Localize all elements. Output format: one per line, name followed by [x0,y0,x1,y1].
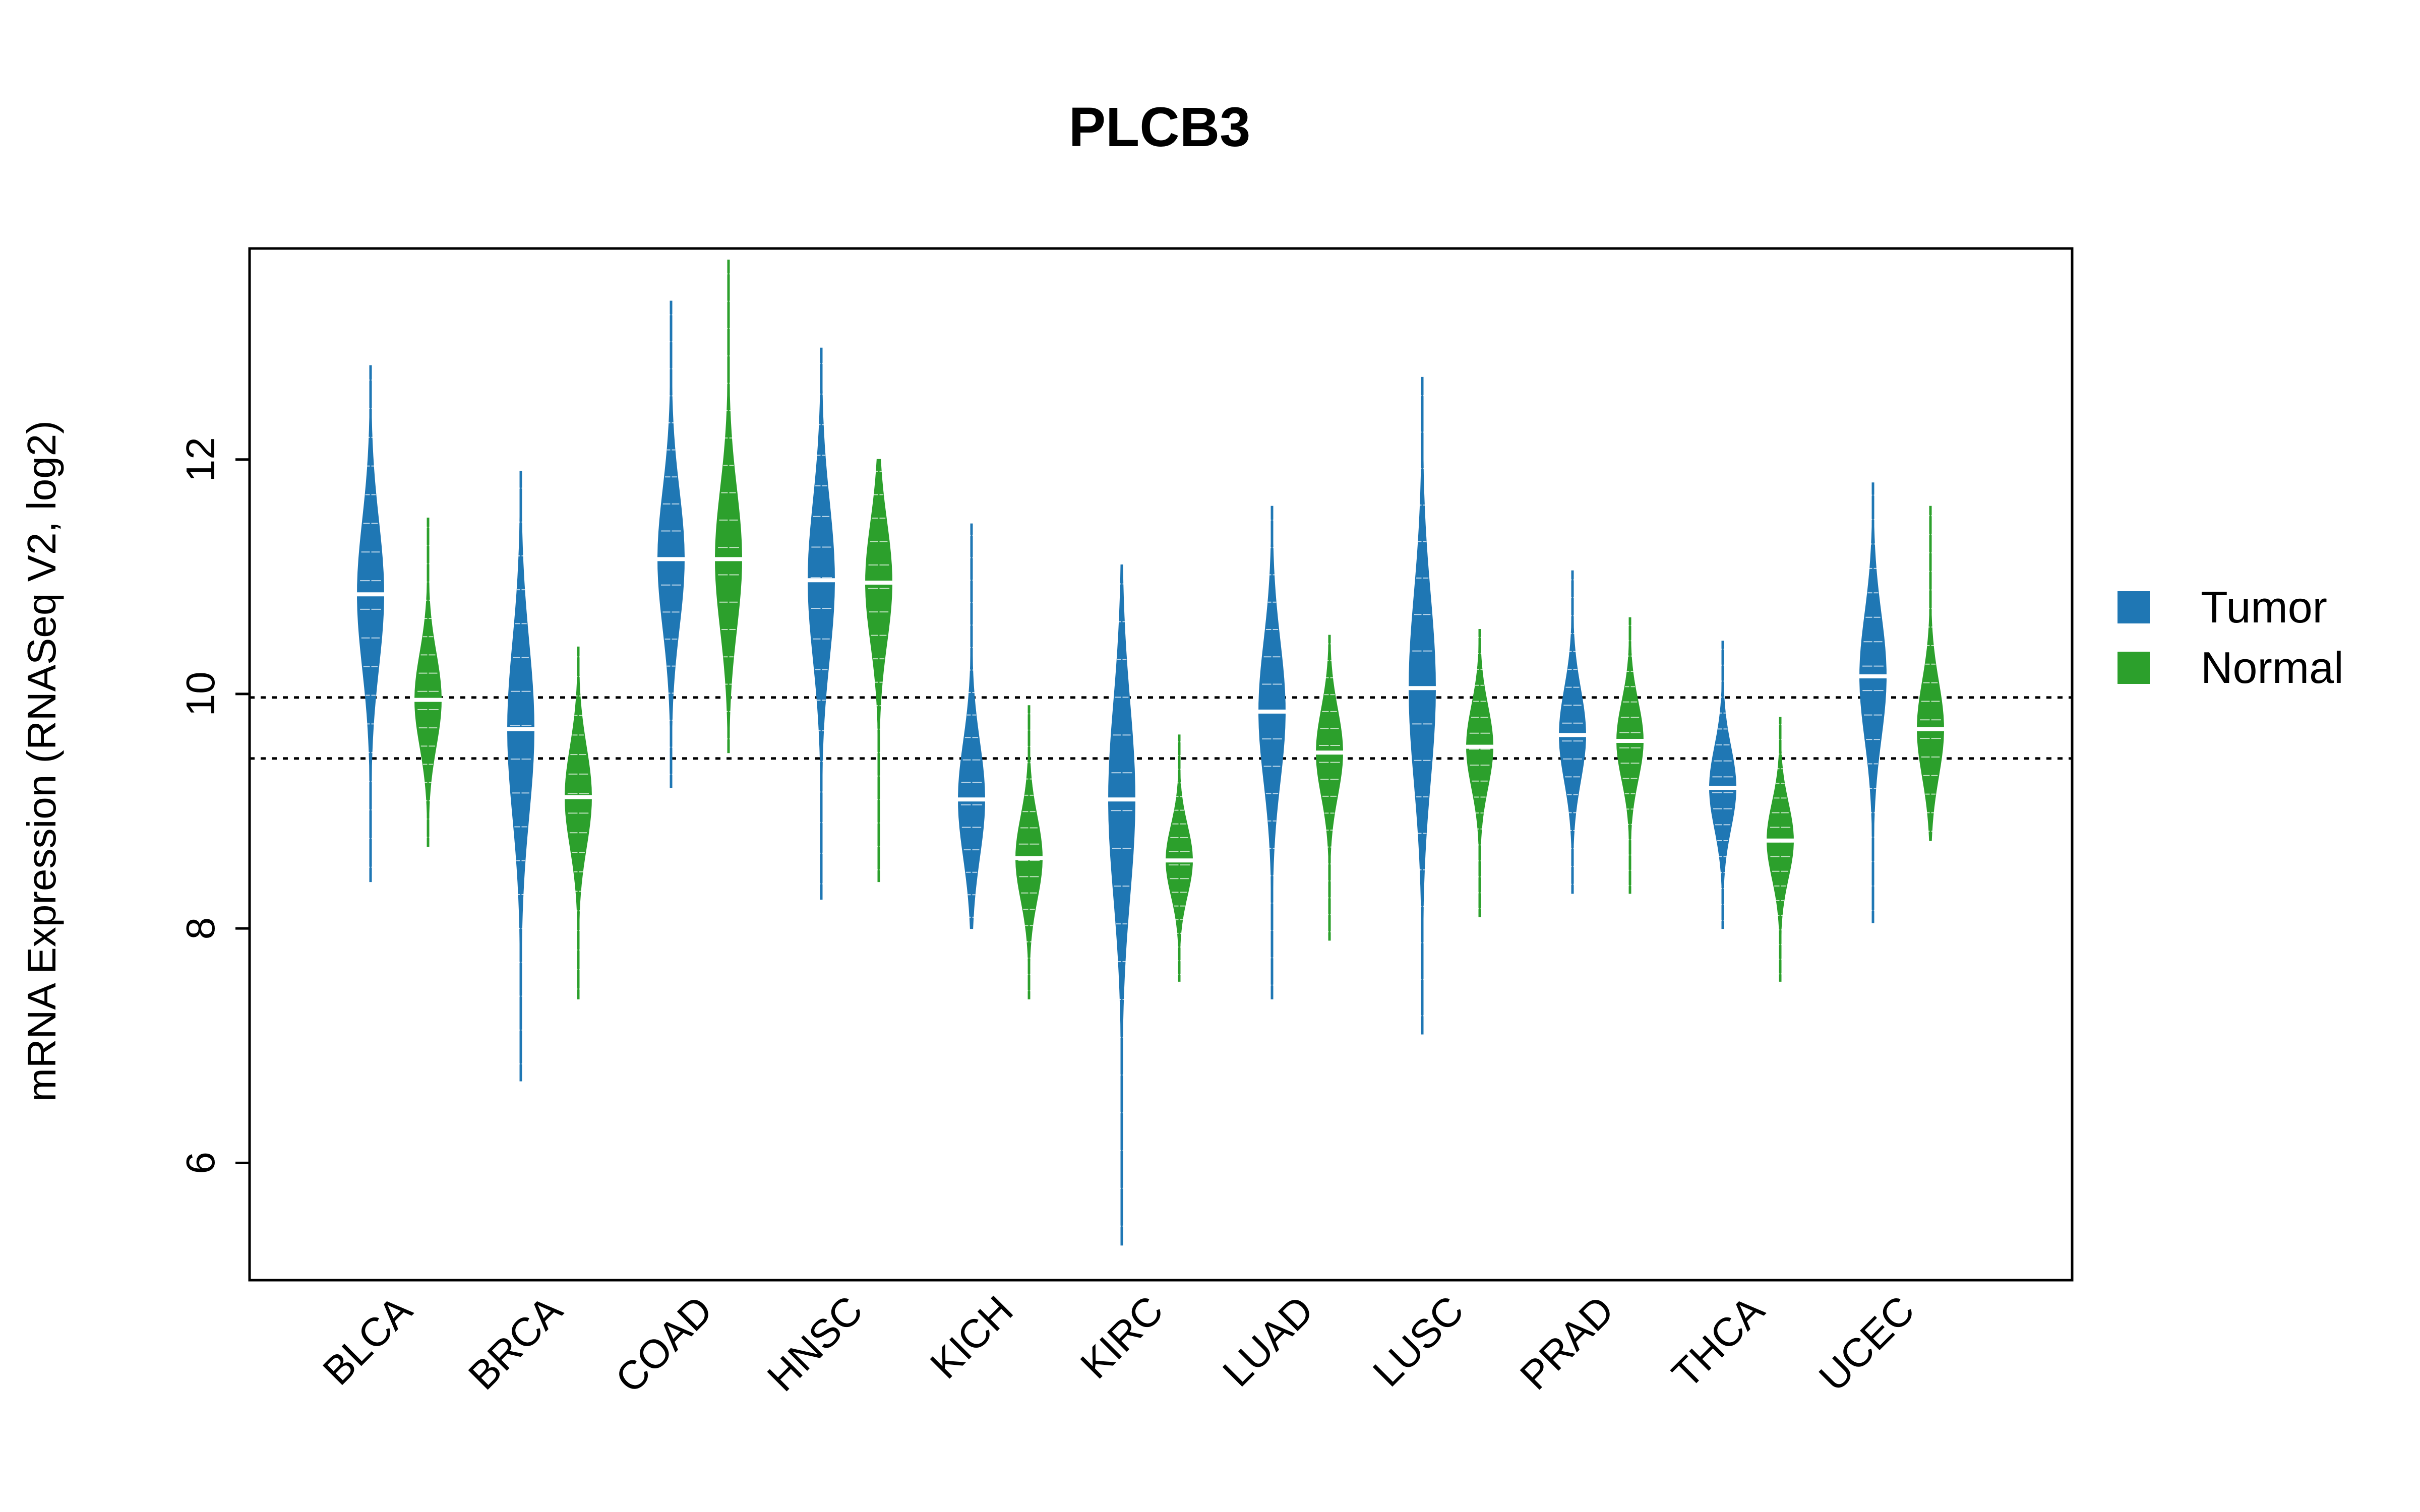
legend-swatch-normal [2118,652,2150,684]
x-tick-label-luad: LUAD [1214,1287,1322,1395]
x-tick-label-ucec: UCEC [1810,1287,1923,1400]
y-tick-label-6: 6 [178,1152,223,1174]
legend-label-normal: Normal [2201,643,2344,692]
y-tick-label-10: 10 [178,671,223,716]
y-tick-label-12: 12 [178,437,223,482]
x-tick-label-prad: PRAD [1511,1287,1622,1398]
x-tick-label-lusc: LUSC [1364,1287,1472,1395]
violin-marks [355,260,1946,1246]
x-tick-label-brca: BRCA [460,1287,571,1399]
y-axis-label: mRNA Expression (RNASeq V2, log2) [19,420,64,1102]
legend-label-tumor: Tumor [2201,582,2327,632]
x-tick-label-coad: COAD [607,1287,721,1401]
y-tick-label-8: 8 [178,917,223,940]
x-tick-label-thca: THCA [1663,1287,1773,1397]
x-tick-label-hnsc: HNSC [759,1287,871,1400]
y-axis: 6 8 10 12 [178,437,251,1174]
x-tick-label-kich: KICH [922,1287,1021,1387]
chart-title: PLCB3 [1069,96,1251,158]
x-tick-label-blca: BLCA [314,1287,420,1394]
legend-swatch-tumor [2118,591,2150,623]
x-axis: BLCA BRCA COAD HNSC KICH KIRC LUAD LUSC PRAD THCA… [314,1287,1923,1402]
x-tick-label-kirc: KIRC [1072,1287,1172,1387]
legend: Tumor Normal [2118,582,2344,692]
reference-lines [250,696,2072,760]
